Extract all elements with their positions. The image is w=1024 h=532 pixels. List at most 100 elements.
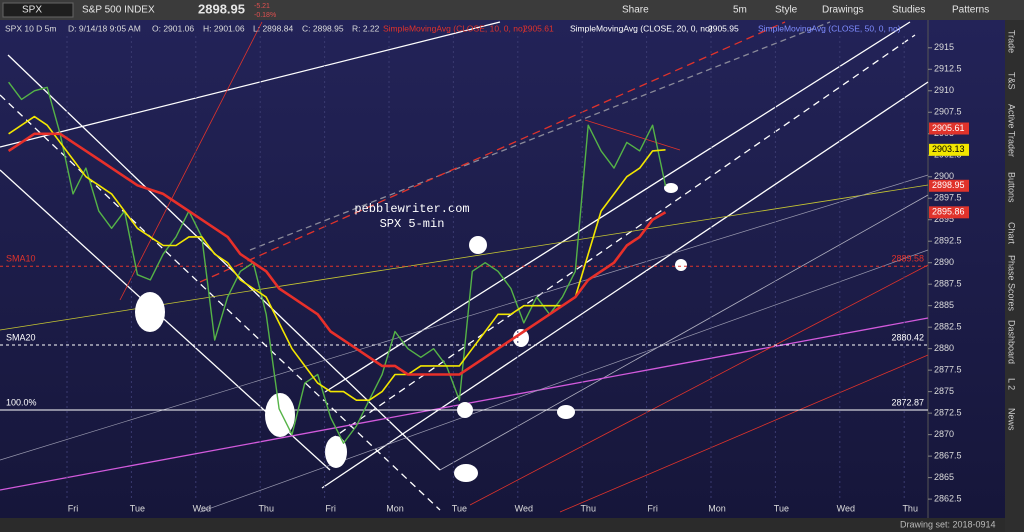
y-tick-label: 2887.5 (934, 279, 962, 289)
study-value: 2905.95 (708, 23, 739, 33)
x-tick-label: Thu (580, 503, 596, 513)
highlight (557, 405, 575, 419)
sidebar-tab[interactable]: Chart (1007, 222, 1017, 245)
info-field: SPX 10 D 5m (5, 23, 57, 33)
annotation: SPX 5-min (380, 217, 445, 231)
price-marker-label: 2895.86 (932, 207, 965, 217)
highlight (454, 464, 478, 482)
y-tick-label: 2897.5 (934, 193, 962, 203)
toolbar (0, 0, 1024, 20)
y-tick-label: 2885 (934, 300, 954, 310)
trendline (584, 119, 681, 151)
toolbar-button[interactable]: 5m (733, 5, 747, 16)
price-marker (929, 122, 969, 135)
level-name: 100.0% (6, 397, 37, 407)
highlight (513, 329, 529, 347)
study-label: SimpleMovingAvg (CLOSE, 20, 0, no) (570, 23, 713, 33)
sidebar-tab[interactable]: Buttons (1007, 172, 1017, 203)
y-tick-label: 2900 (934, 171, 954, 181)
level-value: 2880.42 (891, 332, 924, 342)
y-tick-label: 2875 (934, 386, 954, 396)
y-tick-label: 2882.5 (934, 322, 962, 332)
y-tick-label: 2895 (934, 214, 954, 224)
y-tick-label: 2865 (934, 472, 954, 482)
price-marker-label: 2903.13 (932, 144, 965, 154)
sidebar-tab[interactable]: L 2 (1007, 378, 1017, 390)
trendline (0, 174, 929, 461)
x-tick-label: Wed (515, 503, 533, 513)
info-field: O: 2901.06 (152, 23, 194, 33)
y-tick-label: 2912.5 (934, 64, 962, 74)
trendline (199, 249, 929, 513)
trendline (469, 264, 929, 506)
chart-area (0, 20, 1005, 518)
sidebar (1005, 20, 1024, 532)
last-price: 2898.95 (198, 1, 245, 16)
sidebar-tab[interactable]: News (1007, 408, 1017, 431)
info-field: D: 9/14/18 9:05 AM (68, 23, 141, 33)
sidebar-tab[interactable]: Dashboard (1007, 320, 1017, 364)
x-tick-label: Fri (68, 503, 79, 513)
level-value: 2872.87 (891, 397, 924, 407)
y-tick-label: 2877.5 (934, 365, 962, 375)
trendline (439, 194, 929, 471)
toolbar-button[interactable]: Drawings (822, 5, 864, 16)
toolbar-button[interactable]: Studies (892, 5, 925, 16)
price-marker (929, 143, 969, 156)
sidebar-tab[interactable]: Phase Scores (1007, 255, 1017, 312)
level-value: 2889.58 (891, 254, 924, 264)
change-pct: -0.18% (254, 12, 276, 19)
trendline (559, 354, 929, 513)
trendline (321, 81, 929, 489)
highlight (135, 292, 165, 332)
trendline (119, 21, 263, 301)
y-tick-label: 2890 (934, 257, 954, 267)
price-marker (929, 206, 969, 219)
sidebar-tab[interactable]: Trade (1007, 30, 1017, 53)
y-tick-label: 2862.5 (934, 493, 962, 503)
price-marker-label: 2905.61 (932, 123, 965, 133)
x-tick-label: Mon (386, 503, 404, 513)
x-tick-label: Fri (325, 503, 336, 513)
y-tick-label: 2910 (934, 85, 954, 95)
y-tick-label: 2870 (934, 429, 954, 439)
series-line (8, 115, 666, 401)
x-tick-label: Tue (130, 503, 145, 513)
toolbar-button[interactable]: Share (622, 5, 649, 16)
highlight (325, 436, 347, 468)
x-tick-label: Tue (774, 503, 789, 513)
x-tick-label: Thu (902, 503, 918, 513)
y-tick-label: 2867.5 (934, 450, 962, 460)
info-field: L: 2898.84 (253, 23, 293, 33)
info-field: R: 2.22 (352, 23, 380, 33)
level-name: SMA10 (6, 254, 36, 264)
marks (135, 183, 687, 482)
level-name: SMA20 (6, 332, 36, 342)
y-tick-label: 2892.5 (934, 236, 962, 246)
series-line (7, 132, 667, 376)
info-field: H: 2901.06 (203, 23, 245, 33)
highlight (469, 236, 487, 254)
trendline (199, 21, 786, 283)
x-tick-label: Mon (708, 503, 726, 513)
highlight (664, 183, 678, 193)
description: S&P 500 INDEX (82, 5, 155, 16)
study-label: SimpleMovingAvg (CLOSE, 10, 0, no) (383, 23, 526, 33)
symbol-box[interactable] (2, 2, 74, 18)
y-tick-label: 2907.5 (934, 107, 962, 117)
trendline (249, 21, 831, 251)
price-marker (929, 179, 969, 192)
y-tick-label: 2880 (934, 343, 954, 353)
highlight (675, 259, 687, 271)
symbol[interactable]: SPX (22, 5, 42, 16)
toolbar-button[interactable]: Patterns (952, 5, 989, 16)
trendline (0, 94, 441, 511)
toolbar-button[interactable]: Style (775, 5, 798, 16)
trendline (0, 21, 501, 148)
sidebar-tab[interactable]: Active Trader (1007, 104, 1017, 157)
change: -5.21 (254, 3, 270, 10)
sidebar-tab[interactable]: T&S (1007, 72, 1017, 90)
study-value: 2905.61 (523, 23, 554, 33)
